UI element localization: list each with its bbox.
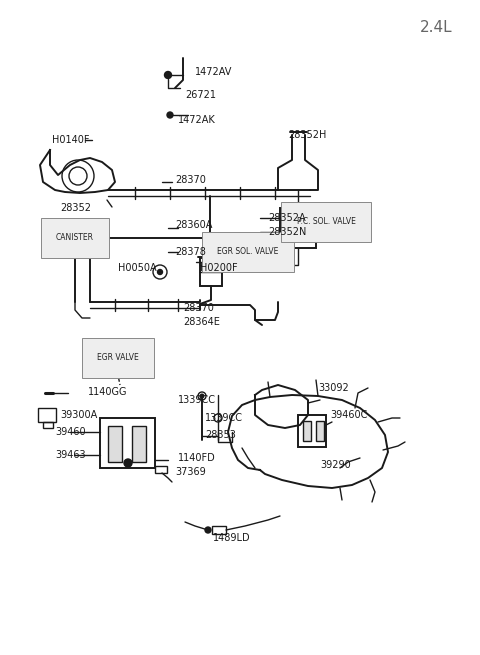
Bar [298,415,326,447]
Text: EGR VALVE: EGR VALVE [97,354,139,362]
Bar [212,526,226,534]
Circle shape [205,527,211,533]
Text: 39300A: 39300A [60,410,97,420]
Text: 1472AV: 1472AV [195,67,232,77]
Text: H0050A: H0050A [118,263,156,273]
Bar [303,421,311,441]
Circle shape [165,71,171,79]
Text: 1339CC: 1339CC [178,395,216,405]
Text: 39460C: 39460C [330,410,367,420]
Text: 1489LD: 1489LD [213,533,251,543]
Bar [280,208,316,248]
Text: EGR SOL. VALVE: EGR SOL. VALVE [217,248,279,257]
Bar [108,426,122,462]
Bar [155,466,167,473]
Bar [100,418,155,468]
Text: 39463: 39463 [55,450,85,460]
Text: 37369: 37369 [175,467,206,477]
Bar [200,258,222,286]
Text: 28352: 28352 [60,203,91,213]
Text: 28353: 28353 [205,430,236,440]
Text: 28352H: 28352H [288,130,326,140]
Text: 39460: 39460 [55,427,85,437]
Text: 26721: 26721 [185,90,216,100]
Text: 33092: 33092 [318,383,349,393]
Circle shape [124,459,132,467]
Text: 39290: 39290 [320,460,351,470]
Bar [132,426,146,462]
Circle shape [200,394,204,398]
Circle shape [214,414,222,422]
Text: H0140F: H0140F [52,135,89,145]
Circle shape [198,392,206,400]
Text: 2.4L: 2.4L [420,20,453,35]
Text: CANISTER: CANISTER [56,233,94,242]
Bar [316,421,324,441]
Text: 1472AK: 1472AK [178,115,216,125]
Text: 28378: 28378 [175,247,206,257]
Circle shape [157,269,163,274]
Text: H0200F: H0200F [200,263,238,273]
Bar [43,422,53,428]
Text: 1339CC: 1339CC [205,413,243,423]
Text: 1140GG: 1140GG [88,387,128,397]
Text: 28364E: 28364E [183,317,220,327]
Bar [38,408,56,422]
Text: 28352A: 28352A [268,213,306,223]
Text: 28370: 28370 [183,303,214,313]
Text: 28370: 28370 [175,175,206,185]
Text: 28352N: 28352N [268,227,306,237]
Text: 1140FD: 1140FD [178,453,216,463]
Text: 28360A: 28360A [175,220,212,230]
Circle shape [167,112,173,118]
Circle shape [153,265,167,279]
Text: P.C. SOL. VALVE: P.C. SOL. VALVE [297,217,355,227]
